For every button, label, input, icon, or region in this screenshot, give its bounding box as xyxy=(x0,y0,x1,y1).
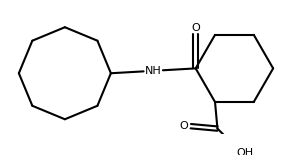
Text: O: O xyxy=(180,121,188,131)
Text: NH: NH xyxy=(145,66,162,76)
Text: OH: OH xyxy=(237,148,254,155)
Text: O: O xyxy=(191,23,200,33)
